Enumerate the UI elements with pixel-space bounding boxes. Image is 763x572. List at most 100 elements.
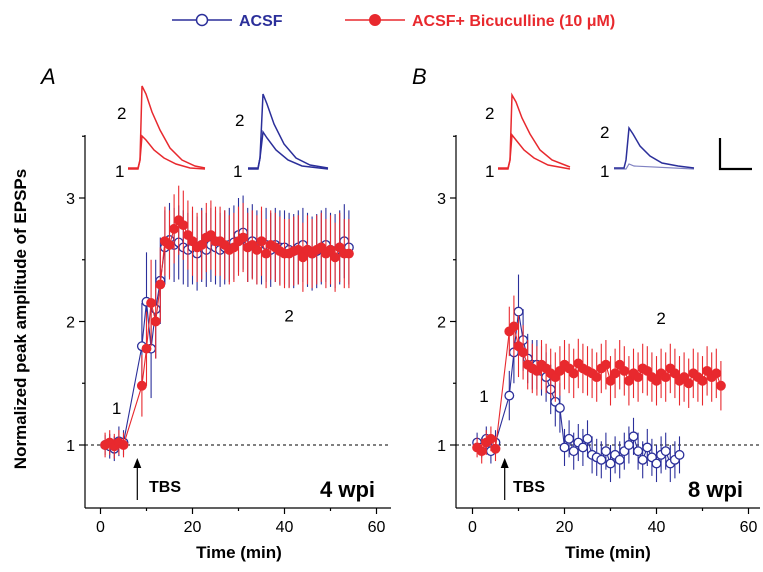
panel-b-xtick-label-60: 60 (740, 519, 758, 536)
panel-a-trace-label-2b: 2 (235, 111, 244, 130)
panel-b-point (715, 380, 726, 391)
panel-b-badge: 8 wpi (688, 477, 743, 502)
panel-a-ytick-label-3: 3 (66, 191, 75, 208)
panel-a-bic-trace-1 (128, 134, 206, 170)
panel-a-point (136, 380, 147, 391)
panel-a-xtick-label-20: 20 (184, 519, 202, 536)
legend: ACSF ACSF+ Bicuculline (10 μM) (172, 13, 615, 30)
panel-b-acsf-trace-1 (614, 163, 695, 170)
panel-b-point (669, 368, 680, 379)
panel-b-xtick-label-20: 20 (556, 519, 574, 536)
panel-a-point (164, 239, 175, 250)
panel-a-point (238, 232, 249, 243)
panel-b-point (651, 458, 662, 469)
panel-a-point (261, 248, 272, 259)
panel-b-point (674, 449, 685, 460)
panel-a-point (325, 244, 336, 255)
panel-b-point (660, 446, 671, 457)
panel-b-point (508, 321, 519, 332)
panel-b-point (614, 454, 625, 465)
panel-b-point (697, 375, 708, 386)
panel-b-point (683, 378, 694, 389)
panel-b-point (600, 446, 611, 457)
panel-b: B 8 wpi TBS Time (min) 2 1 2 1 1 2 3 0 20 40 6… (412, 64, 760, 562)
panel-b-point (605, 458, 616, 469)
panel-a-point (330, 252, 341, 263)
panel-b-point (610, 368, 621, 379)
panel-a-point (146, 298, 157, 308)
panel-a-bic-trace-2 (128, 85, 206, 169)
legend-acsf-label: ACSF (239, 13, 283, 30)
panel-b-point (554, 403, 565, 413)
panel-a-point (343, 248, 354, 259)
panel-b-point (633, 372, 644, 383)
panel-b-point (577, 442, 588, 453)
panel-a-point-label-2: 2 (284, 307, 293, 326)
legend-acsf-marker (195, 13, 209, 27)
panel-b-point (637, 454, 648, 465)
panel-a-ytick-label-1: 1 (66, 438, 75, 455)
panel-b-point (633, 446, 644, 457)
panel-a-badge: 4 wpi (320, 477, 375, 502)
panel-b-point (504, 390, 515, 401)
panel-b-ytick-label-1: 1 (437, 438, 446, 455)
panel-b-ytick-label-3: 3 (437, 191, 446, 208)
panel-b-point (564, 433, 575, 444)
panel-a-point (155, 279, 166, 290)
panel-a-point (178, 220, 189, 231)
panel-b-point (711, 368, 722, 379)
panel-b-point (651, 375, 662, 386)
panel-b-tbs-arrowhead (500, 458, 509, 468)
legend-bic-label: ACSF+ Bicuculline (10 μM) (412, 13, 615, 30)
panel-a-xtick-label-60: 60 (368, 519, 386, 536)
panel-a-trace-label-1: 1 (115, 162, 124, 181)
panel-b-point (619, 365, 630, 376)
panel-b-trace-label-1: 1 (485, 162, 494, 181)
panel-b-point (600, 359, 611, 370)
panel-b-point (559, 442, 570, 453)
panel-letter-a: A (39, 64, 56, 89)
panel-letter-b: B (412, 64, 427, 89)
panel-a-trace-label-2: 2 (117, 104, 126, 123)
panel-a: A 4 wpi TBS Time (min) 2 1 2 1 1 2 3 0 20 40 6… (39, 64, 391, 562)
panel-a-point (118, 440, 129, 450)
legend-bic-marker (369, 14, 381, 26)
panel-b-point (490, 443, 501, 454)
panel-a-tbs-label: TBS (149, 479, 181, 496)
panel-b-point (642, 442, 653, 453)
panel-b-trace-label-2: 2 (485, 104, 494, 123)
panel-b-trace-label-1b: 1 (600, 162, 609, 181)
panel-a-point (297, 252, 308, 263)
panel-a-point-label-1: 1 (112, 399, 121, 418)
panel-b-point (591, 372, 602, 383)
panel-a-xtick-label-0: 0 (96, 519, 105, 536)
panel-b-point (568, 446, 579, 457)
panel-a-point (251, 244, 262, 255)
panel-b-acsf-trace-2 (614, 125, 695, 169)
panel-b-point-label-1: 1 (479, 387, 488, 406)
panel-a-xlabel: Time (min) (196, 543, 282, 562)
panel-b-point (605, 375, 616, 386)
panel-b-point (628, 431, 639, 442)
panel-a-xtick-label-40: 40 (276, 519, 294, 536)
panel-a-point (196, 239, 207, 250)
panel-b-xtick-label-40: 40 (648, 519, 666, 536)
panel-b-point-label-2: 2 (656, 309, 665, 328)
panel-b-point (582, 433, 593, 444)
panel-a-series-bic (100, 185, 354, 459)
panel-b-bic-trace-1 (498, 133, 571, 170)
panel-a-point (141, 343, 152, 354)
panel-b-point (518, 347, 529, 358)
panel-b-ytick-label-2: 2 (437, 315, 446, 332)
panel-a-acsf-trace-1 (248, 129, 329, 170)
panel-a-tbs-arrowhead (133, 458, 142, 468)
panel-a-series-acsf (100, 195, 354, 462)
panel-b-point (568, 368, 579, 379)
panel-b-point (476, 446, 487, 457)
panel-b-xlabel: Time (min) (565, 543, 651, 562)
panel-b-inset-traces: 2 1 2 1 (485, 92, 695, 181)
panel-a-inset-traces: 2 1 2 1 (115, 85, 329, 181)
panel-b-xtick-label-0: 0 (468, 519, 477, 536)
panel-a-point (256, 236, 267, 247)
